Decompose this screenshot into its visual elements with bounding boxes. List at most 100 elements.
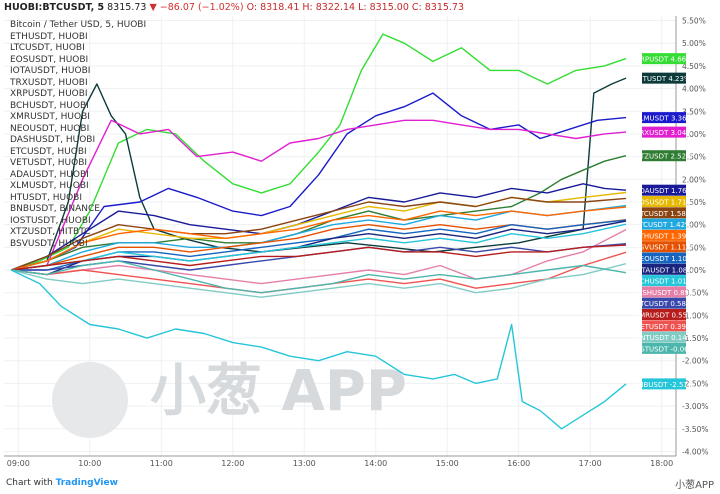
legend-entry: IOSTUSDT, HUOBI bbox=[10, 215, 91, 226]
y-tick-label: 5.00% bbox=[682, 39, 706, 48]
legend-entry: EOSUSDT, HUOBI bbox=[10, 54, 89, 65]
value-label-box bbox=[642, 53, 686, 65]
value-label: ONTUSDT 0.14% bbox=[635, 334, 694, 342]
y-tick-label: 1.00% bbox=[682, 221, 706, 230]
symbol-name: HUOBI:BTCUSDT, 5 bbox=[4, 2, 105, 13]
value-label: ETCUSDT 1.58% bbox=[636, 210, 693, 218]
legend-entry: BSVUSDT, HUOBI bbox=[10, 238, 88, 249]
y-tick-label: 0.50% bbox=[682, 243, 706, 252]
x-tick-label: 11:00 bbox=[150, 459, 173, 468]
value-label: DASHUSDT 0.89% bbox=[632, 289, 696, 297]
x-tick-label: 13:00 bbox=[293, 459, 316, 468]
series-line-bnbusdt bbox=[10, 269, 627, 430]
legend-entry: DASHUSDT, HUOBI bbox=[10, 135, 96, 145]
y-tick-label: -3.00% bbox=[682, 402, 709, 411]
x-tick-label: 14:00 bbox=[364, 459, 387, 468]
y-tick-label: 3.50% bbox=[682, 107, 706, 116]
series-line-bchusdt bbox=[11, 223, 627, 271]
legend-entry: XLMUSDT, HUOBI bbox=[10, 181, 89, 191]
value-label: LTCUSDT 1.42% bbox=[636, 221, 692, 229]
y-tick-label: 2.00% bbox=[682, 175, 706, 184]
legend-entry: LTCUSDT, HUOBI bbox=[10, 43, 85, 53]
y-tick-label: -0.50% bbox=[682, 289, 709, 298]
value-label-box bbox=[642, 297, 686, 309]
legend-entry: BNBUSDT, BINANCE bbox=[10, 204, 100, 214]
value-label: BSVUSDT 1.11% bbox=[635, 244, 693, 252]
value-label-box bbox=[642, 184, 686, 196]
y-tick-label: 5.50% bbox=[682, 17, 706, 26]
value-label-box bbox=[642, 275, 686, 287]
series-line-trxusdt bbox=[11, 119, 627, 271]
x-tick-label: 15:00 bbox=[436, 459, 459, 468]
value-label: BNBUSDT -2.51% bbox=[633, 381, 694, 389]
legend-entry: VETUSDT, HUOBI bbox=[10, 158, 88, 168]
series-line-xmrusdt bbox=[11, 244, 627, 271]
footer-prefix: Chart with bbox=[6, 478, 53, 488]
y-tick-label: -1.50% bbox=[682, 334, 709, 343]
legend-entry: XTZUSDT, HITBTC bbox=[10, 227, 91, 237]
y-tick-label: 1.50% bbox=[682, 198, 706, 207]
value-label: VETUSDT 0.39% bbox=[635, 323, 693, 331]
value-label-box bbox=[642, 195, 686, 207]
value-label-box bbox=[642, 207, 686, 219]
series-line-xrpusdt bbox=[10, 33, 627, 271]
value-label: TRXUSDT 3.04% bbox=[634, 129, 693, 137]
legend-entry: XMRUSDT, HUOBI bbox=[10, 112, 90, 122]
value-label: BCHUSDT 1.01% bbox=[635, 278, 694, 286]
x-tick-label: 16:00 bbox=[507, 459, 530, 468]
corner-watermark: 小葱APP bbox=[675, 480, 714, 491]
y-tick-label: -3.50% bbox=[682, 425, 709, 434]
series-line-ontusdt bbox=[10, 263, 627, 298]
y-tick-label: 4.50% bbox=[682, 62, 706, 71]
value-label: XRPUSDT 4.66% bbox=[635, 56, 693, 64]
value-label-box bbox=[642, 308, 686, 320]
watermark-text: 小葱 APP bbox=[150, 359, 407, 424]
legend-entry: IOTAUSDT, HUOBI bbox=[10, 66, 91, 76]
y-tick-label: 0.00% bbox=[682, 266, 706, 275]
y-tick-label: -1.00% bbox=[682, 311, 709, 320]
x-tick-label: 12:00 bbox=[221, 459, 244, 468]
legend-entry: TRXUSDT, HUOBI bbox=[10, 77, 88, 88]
x-tick-label: 17:00 bbox=[579, 459, 602, 468]
legend-entry: HTUSDT, HUOBI bbox=[10, 192, 82, 203]
symbol-header: HUOBI:BTCUSDT, 5 8315.73 ▼ −86.07 (−1.02… bbox=[4, 2, 464, 13]
value-label-box bbox=[642, 378, 686, 390]
value-label-box bbox=[642, 263, 686, 275]
value-label: EOSUSDT 1.71% bbox=[635, 198, 693, 206]
value-label-box bbox=[642, 72, 686, 84]
value-label: ETHUSDT 1.39% bbox=[635, 232, 693, 240]
price-change: ▼ −86.07 (−1.02%) bbox=[149, 2, 244, 13]
x-tick-label: 09:00 bbox=[7, 459, 30, 468]
value-label: IOTAUSDT 1.08% bbox=[634, 266, 694, 274]
x-tick-label: 10:00 bbox=[78, 459, 101, 468]
legend-entry: XRPUSDT, HUOBI bbox=[10, 89, 88, 99]
value-label: XTZUSDT 2.52% bbox=[635, 153, 693, 161]
value-label-box bbox=[642, 229, 686, 241]
value-label: HTUSDT 4.23% bbox=[637, 75, 691, 83]
legend-entry: ETHUSDT, HUOBI bbox=[10, 31, 88, 42]
y-tick-label: 4.00% bbox=[682, 85, 706, 94]
value-label-box bbox=[642, 112, 686, 124]
x-tick-label: 18:00 bbox=[650, 459, 673, 468]
y-tick-label: 3.00% bbox=[682, 130, 706, 139]
series-line-etcusdt bbox=[10, 196, 627, 271]
value-label: XLMUSDT 3.36% bbox=[635, 115, 694, 123]
series-line-ethusdt bbox=[10, 206, 627, 271]
value-label-box bbox=[642, 342, 686, 354]
tradingview-logo[interactable]: TradingView bbox=[55, 478, 118, 488]
y-tick-label: -2.50% bbox=[682, 379, 709, 388]
value-label-box bbox=[642, 331, 686, 343]
ohlc-values: O: 8318.41 H: 8322.14 L: 8315.00 C: 8315… bbox=[246, 2, 465, 13]
last-price: 8315.73 bbox=[107, 2, 147, 13]
legend-entry: BCHUSDT, HUOBI bbox=[10, 100, 89, 111]
value-label: XMRUSDT 0.55% bbox=[634, 311, 694, 319]
y-tick-label: 2.50% bbox=[682, 153, 706, 162]
y-tick-label: -2.00% bbox=[682, 357, 709, 366]
chart-footer: Chart with TradingView bbox=[6, 478, 118, 488]
series-line-dashusdt bbox=[11, 228, 627, 285]
series-legend: Bitcoin / Tether USD, 5, HUOBI ETHUSDT, H… bbox=[10, 20, 146, 250]
y-tick-label: -4.00% bbox=[682, 447, 709, 456]
value-label: BTCUSDT 0.58% bbox=[635, 300, 693, 308]
legend-entry: ADAUSDT, HUOBI bbox=[10, 169, 89, 180]
